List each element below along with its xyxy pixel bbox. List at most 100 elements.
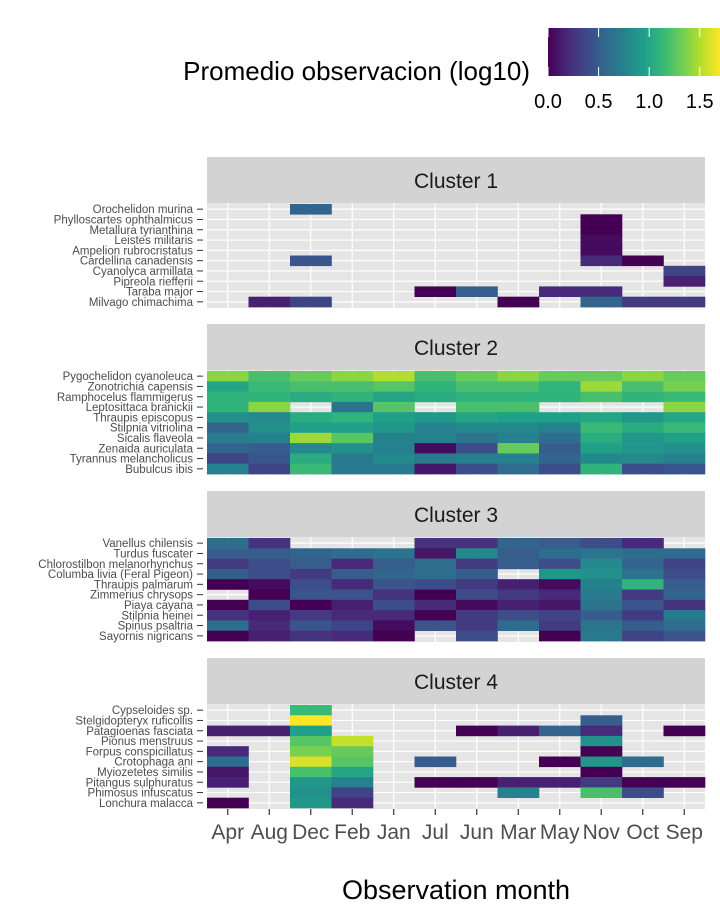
- heatmap-cell: [497, 538, 540, 549]
- heatmap-cell: [207, 371, 249, 382]
- heatmap-cell: [414, 286, 457, 297]
- species-label: Piaya cayana: [124, 600, 194, 612]
- heatmap-cell: [580, 224, 623, 236]
- heatmap-cell: [414, 777, 457, 788]
- species-label: Bubulcus ibis: [125, 464, 193, 476]
- heatmap-cell: [290, 371, 332, 382]
- heatmap-cell: [456, 558, 498, 570]
- heatmap-cell: [207, 599, 249, 611]
- heatmap-cell: [290, 630, 332, 642]
- species-label: Chlorostilbon melanorhynchus: [38, 559, 193, 571]
- species-label: Zenaida auriculata: [98, 443, 193, 455]
- heatmap-cell: [290, 746, 332, 757]
- heatmap-cell: [497, 412, 540, 423]
- month-label: Jul: [422, 821, 449, 844]
- heatmap-cell: [663, 422, 706, 434]
- heatmap-cell: [539, 568, 581, 580]
- heatmap-cell: [539, 548, 581, 559]
- legend-tick-label: 0.5: [585, 91, 613, 113]
- species-label: Stilpnia vitriolina: [110, 423, 194, 435]
- heatmap-cell: [663, 777, 706, 788]
- heatmap-cell: [248, 610, 291, 621]
- heatmap-cell: [580, 568, 623, 580]
- heatmap-cell: [248, 599, 291, 611]
- heatmap-cells: [207, 538, 706, 642]
- heatmap-cell: [248, 725, 291, 737]
- heatmap-cell: [580, 548, 623, 559]
- heatmap-cell: [539, 579, 581, 590]
- heatmap-cell: [580, 620, 623, 631]
- heatmap-cell: [497, 725, 540, 737]
- heatmap-cell: [290, 705, 332, 716]
- species-label: Leptosittaca branickii: [86, 402, 193, 414]
- heatmap-cell: [414, 756, 457, 768]
- heatmap-cell: [331, 599, 374, 611]
- species-label: Pipreola riefferii: [113, 276, 193, 288]
- heatmap-cell: [622, 463, 664, 475]
- heatmap-cell: [622, 620, 664, 631]
- heatmap-cell: [497, 548, 540, 559]
- heatmap-cell: [207, 463, 249, 475]
- heatmap-cell: [248, 620, 291, 631]
- heatmap-cell: [456, 599, 498, 611]
- heatmap-cell: [373, 432, 415, 444]
- heatmap-cell: [622, 432, 664, 444]
- heatmap-cell: [497, 401, 540, 413]
- heatmap-cell: [290, 610, 332, 621]
- heatmap-cell: [580, 214, 623, 225]
- legend-tick-label: 1.5: [686, 91, 714, 113]
- heatmap-cell: [331, 589, 374, 601]
- heatmap-cell: [497, 443, 540, 454]
- heatmap-cell: [248, 412, 291, 423]
- heatmap-cell: [663, 296, 706, 308]
- heatmap-cell: [663, 725, 706, 737]
- species-label: Ampelion rubrocristatus: [72, 245, 193, 257]
- facet-panel: Cluster 2 Pygochelidon cyanoleucaZonotric…: [57, 324, 706, 476]
- heatmap-cell: [248, 568, 291, 580]
- heatmap-cell: [373, 589, 415, 601]
- heatmap-cell: [580, 766, 623, 778]
- month-label: Dec: [292, 821, 329, 844]
- heatmap-cell: [373, 381, 415, 392]
- species-label: Pitangus sulphuratus: [86, 777, 194, 789]
- heatmap-cell: [207, 620, 249, 631]
- heatmap-cell: [580, 443, 623, 454]
- species-label: Thraupis episcopus: [93, 412, 193, 424]
- heatmap-cell: [414, 610, 457, 621]
- heatmap-cell: [331, 422, 374, 434]
- species-label: Stelgidopteryx ruficollis: [75, 715, 193, 727]
- heatmap-cell: [456, 589, 498, 601]
- heatmap-cell: [373, 620, 415, 631]
- heatmap-cell: [663, 548, 706, 559]
- heatmap-cell: [456, 422, 498, 434]
- heatmap-cell: [663, 276, 706, 287]
- heatmap-cell: [663, 412, 706, 423]
- heatmap-cell: [663, 443, 706, 454]
- heatmap-cell: [663, 610, 706, 621]
- heatmap-cell: [414, 599, 457, 611]
- heatmap-cell: [539, 381, 581, 392]
- heatmap-cell: [497, 381, 540, 392]
- facet-panel: Cluster 4 Cypseloides sp.Stelgidopteryx r…: [75, 658, 706, 810]
- heatmap-cell: [497, 453, 540, 464]
- heatmap-cell: [207, 538, 249, 549]
- heatmap-cell: [622, 589, 664, 601]
- y-axis-labels: Cypseloides sp.Stelgidopteryx ruficollis…: [75, 705, 203, 810]
- heatmap-cell: [331, 766, 374, 778]
- heatmap-cell: [580, 735, 623, 747]
- species-label: Vanellus chilensis: [102, 538, 193, 550]
- heatmap-cell: [290, 422, 332, 434]
- heatmap-cell: [580, 412, 623, 423]
- heatmap-cell: [622, 255, 664, 267]
- heatmap-cell: [414, 391, 457, 403]
- heatmap-cell: [414, 432, 457, 444]
- heatmap-cell: [290, 777, 332, 788]
- heatmap-cell: [331, 746, 374, 757]
- heatmap-cell: [373, 422, 415, 434]
- species-label: Crotophaga ani: [114, 757, 193, 769]
- heatmap-cell: [373, 568, 415, 580]
- heatmap-cell: [456, 371, 498, 382]
